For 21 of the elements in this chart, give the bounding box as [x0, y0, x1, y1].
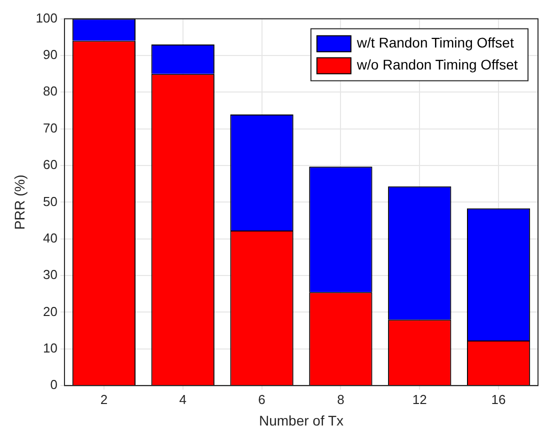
- x-tick-label: 8: [337, 392, 344, 407]
- y-tick-label: 60: [43, 157, 58, 172]
- x-tick-label: 4: [179, 392, 186, 407]
- y-tick-label: 0: [50, 377, 58, 392]
- x-tick-label: 2: [100, 392, 108, 407]
- y-tick-label: 40: [43, 230, 58, 246]
- y-tick-label: 50: [43, 194, 58, 209]
- y-tick-label: 30: [43, 267, 58, 282]
- legend-label: w/o Randon Timing Offset: [356, 56, 518, 73]
- y-tick-label: 70: [43, 120, 58, 136]
- x-axis-title: Number of Tx: [258, 412, 344, 428]
- x-tick-label: 12: [412, 392, 427, 407]
- y-tick-label: 20: [43, 304, 58, 319]
- legend-label: w/t Randon Timing Offset: [356, 34, 514, 51]
- y-tick-label: 10: [43, 340, 58, 356]
- y-tick-label: 90: [43, 47, 58, 62]
- y-tick-label: 100: [36, 10, 58, 26]
- y-axis-title: PRR (%): [11, 174, 28, 230]
- y-tick-label: 80: [43, 84, 58, 99]
- x-tick-label: 6: [258, 392, 266, 407]
- x-tick-label: 16: [491, 392, 506, 407]
